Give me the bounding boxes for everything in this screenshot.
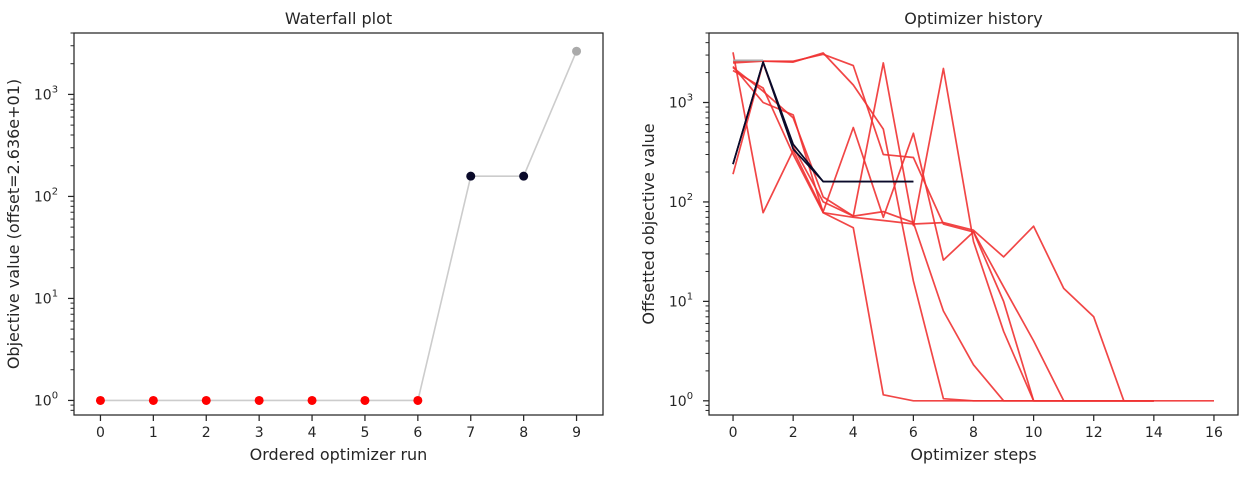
y-tick-label: 101 [34, 288, 58, 307]
x-tick-label: 5 [360, 425, 369, 441]
x-axis-label: Optimizer steps [910, 445, 1036, 464]
chart-2: 0 2 4 6 8 10 12 14 16 100 101 102 103 Optimizer histo… [639, 9, 1239, 464]
y-tick-label: 102 [34, 186, 58, 205]
history-series-5 [732, 69, 1154, 402]
waterfall-point-7 [466, 171, 476, 181]
waterfall-point-3 [254, 395, 264, 405]
x-tick-label: 14 [1145, 425, 1163, 441]
history-series-2 [732, 62, 1154, 402]
x-tick-label: 1 [149, 425, 158, 441]
y-tick-label: 101 [669, 291, 693, 310]
y-axis-label: Offsetted objective value [639, 123, 658, 324]
y-tick-label: 103 [34, 84, 58, 103]
y-tick-label: 103 [669, 93, 693, 112]
x-tick-label: 2 [202, 425, 211, 441]
x-tick-label: 16 [1205, 425, 1223, 441]
chart-1: 0 1 2 3 4 5 6 7 8 9 100 101 102 103 Waterfall plot Orde… [4, 9, 604, 464]
x-tick-label: 0 [96, 425, 105, 441]
chart-title: Waterfall plot [285, 9, 392, 28]
x-tick-label: 6 [413, 425, 422, 441]
x-tick-label: 7 [466, 425, 475, 441]
y-tick-label: 100 [669, 391, 693, 410]
waterfall-point-4 [307, 395, 317, 405]
x-tick-label: 8 [519, 425, 528, 441]
waterfall-point-1 [148, 395, 158, 405]
plot-frame [708, 32, 1239, 416]
y-axis-label: Objective value (offset=2.636e+01) [4, 79, 23, 369]
chart-title: Optimizer history [904, 9, 1042, 28]
history-series-1 [732, 52, 1154, 402]
x-tick-label: 9 [572, 425, 581, 441]
waterfall-point-6 [413, 395, 423, 405]
waterfall-point-0 [95, 395, 105, 405]
history-series-4 [732, 53, 1154, 402]
x-tick-label: 4 [308, 425, 317, 441]
x-tick-label: 2 [789, 425, 798, 441]
y-tick-label: 102 [669, 192, 693, 211]
x-tick-label: 6 [909, 425, 918, 441]
waterfall-point-8 [519, 171, 529, 181]
x-tick-label: 0 [729, 425, 738, 441]
waterfall-point-5 [360, 395, 370, 405]
x-tick-label: 3 [255, 425, 264, 441]
x-tick-label: 4 [849, 425, 858, 441]
waterfall-point-9 [572, 46, 582, 56]
x-tick-label: 8 [969, 425, 978, 441]
plot-frame [73, 32, 604, 416]
y-tick-label: 100 [34, 390, 58, 409]
history-series-6 [732, 66, 1154, 402]
history-series-3 [733, 52, 1154, 402]
x-tick-label: 12 [1085, 425, 1103, 441]
waterfall-line [100, 50, 578, 402]
waterfall-point-2 [201, 395, 211, 405]
history-series-9 [732, 61, 914, 183]
x-axis-label: Ordered optimizer run [250, 445, 428, 464]
x-tick-label: 10 [1025, 425, 1043, 441]
